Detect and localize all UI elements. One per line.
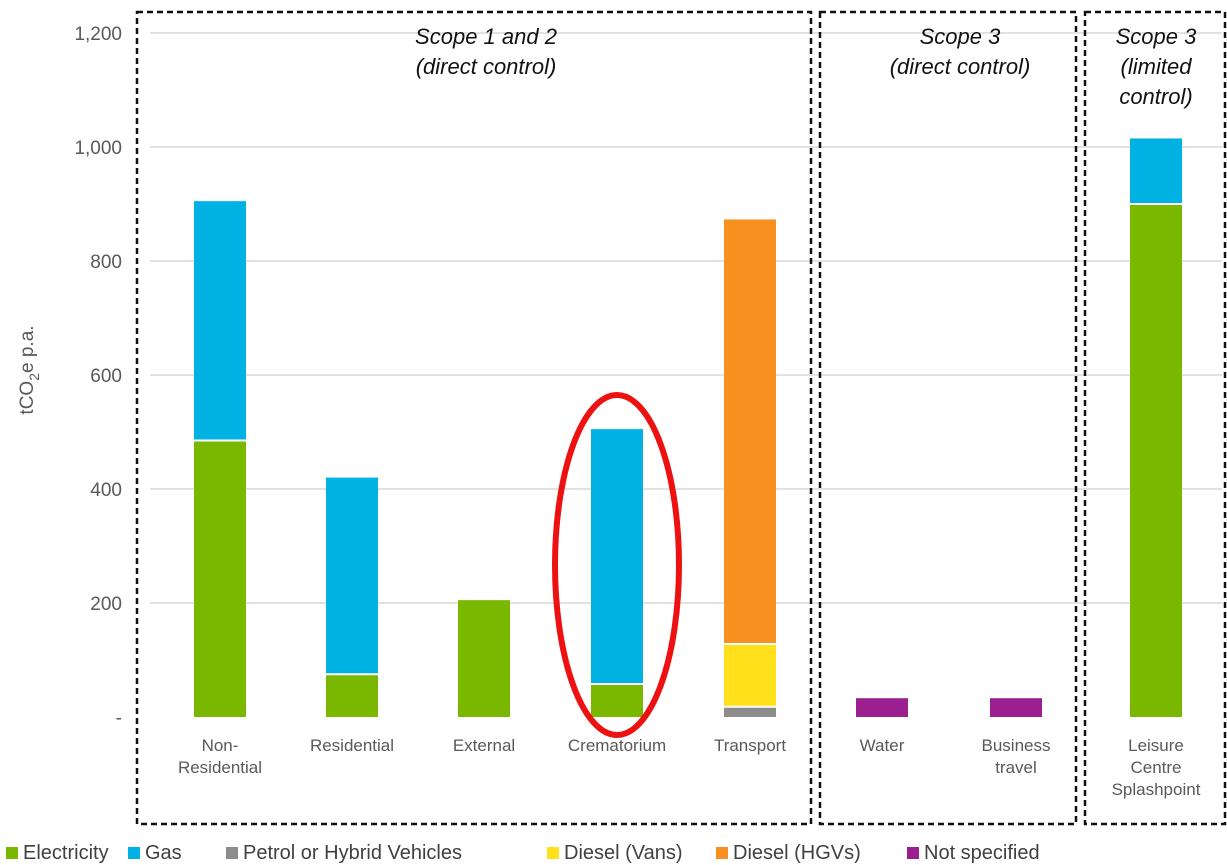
scope-groups: Scope 1 and 2 (direct control) Scope 3 (dir… (135, 10, 1227, 826)
y-tick-label: 1,200 (74, 24, 122, 45)
legend-label: Petrol or Hybrid Vehicles (243, 842, 462, 864)
y-tick-label: - (116, 708, 122, 729)
legend-item: Gas (128, 842, 182, 864)
legend-item: Petrol or Hybrid Vehicles (226, 842, 462, 864)
legend-swatch (547, 847, 559, 859)
scope-group-title: Scope 3 (direct control) (890, 24, 1031, 79)
bar-segment (724, 219, 776, 645)
bar-segment (990, 698, 1042, 717)
bar-segment (724, 706, 776, 717)
x-tick-label: External (453, 736, 515, 755)
bar-segment (1130, 204, 1182, 717)
x-tick-label: Crematorium (568, 736, 666, 755)
bar-segment (856, 698, 908, 717)
scope-group-box (1083, 10, 1227, 826)
bar-segment (1130, 138, 1182, 204)
legend-item: Not specified (907, 842, 1040, 864)
bar-segment (724, 644, 776, 707)
legend-label: Diesel (Vans) (564, 842, 683, 864)
legend-item: Diesel (HGVs) (716, 842, 861, 864)
bar-segment (326, 674, 378, 717)
bars (194, 138, 1182, 717)
bar-segment (326, 477, 378, 675)
legend-label: Diesel (HGVs) (733, 842, 861, 864)
x-axis-labels: Non-Residential Residential External Cremat… (178, 736, 1201, 799)
legend-swatch (128, 847, 140, 859)
bar-segment (591, 683, 643, 717)
x-tick-label: Residential (310, 736, 394, 755)
y-tick-label: 600 (90, 366, 122, 387)
legend: Electricity Gas Petrol or Hybrid Vehicles D… (6, 842, 1040, 864)
y-tick-label: 400 (90, 480, 122, 501)
gridlines (150, 32, 1222, 604)
y-axis-label: tCO2e p.a. (17, 325, 42, 414)
x-tick-label: Business travel (982, 736, 1051, 777)
y-tick-label: 1,000 (74, 138, 122, 159)
x-tick-label: Non-Residential (178, 736, 262, 777)
legend-label: Electricity (23, 842, 109, 864)
y-tick-label: 200 (90, 594, 122, 615)
x-tick-label: Leisure Centre Splashpoint (1112, 736, 1201, 799)
bar-segment (591, 429, 643, 684)
highlight-ellipse (552, 392, 682, 738)
bar-segment (194, 201, 246, 441)
scope-group-box (818, 10, 1078, 826)
legend-label: Gas (145, 842, 182, 864)
bar-segment (458, 600, 510, 717)
legend-swatch (716, 847, 728, 859)
highlight-layer (552, 392, 682, 738)
scope-group-title: Scope 1 and 2 (direct control) (415, 24, 557, 79)
scope-group-box (135, 10, 813, 826)
x-tick-label: Water (860, 736, 905, 755)
legend-item: Electricity (6, 842, 109, 864)
legend-item: Diesel (Vans) (547, 842, 683, 864)
legend-swatch (907, 847, 919, 859)
scope-group-title: Scope 3 (limited control) (1116, 24, 1197, 109)
x-tick-label: Transport (714, 736, 786, 755)
legend-swatch (6, 847, 18, 859)
legend-swatch (226, 847, 238, 859)
y-axis: - 200 400 600 800 1,000 1,200 (74, 24, 122, 729)
bar-segment (194, 440, 246, 717)
legend-label: Not specified (924, 842, 1040, 864)
y-tick-label: 800 (90, 252, 122, 273)
